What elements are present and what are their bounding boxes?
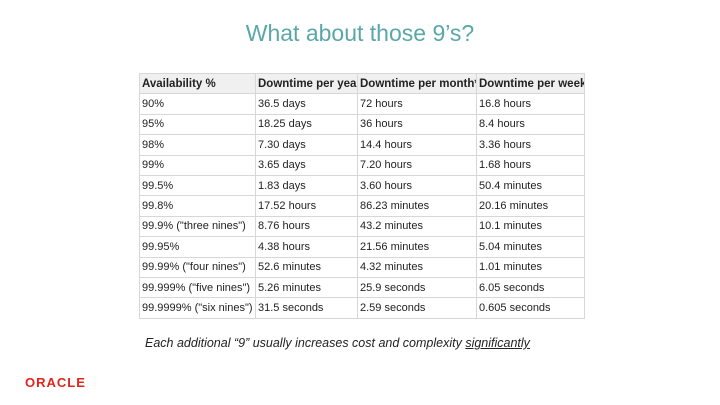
slide-title: What about those 9’s? <box>245 20 475 46</box>
table-cell: 43.2 minutes <box>357 215 477 238</box>
table-row: 99.9999% ("six nines") 31.5 seconds 2.59… <box>139 297 585 319</box>
table-cell: 98% <box>139 134 256 156</box>
table-cell: 99.5% <box>139 174 256 197</box>
table-cell: 8.4 hours <box>476 113 585 136</box>
table-cell: 7.20 hours <box>357 154 477 176</box>
column-header-downtime-year: Downtime per year <box>255 72 358 95</box>
table-row: 99.95% 4.38 hours 21.56 minutes 5.04 min… <box>139 236 585 258</box>
table-row: 98% 7.30 days 14.4 hours 3.36 hours <box>139 134 585 156</box>
caption-emphasis: significantly <box>465 336 530 350</box>
table-cell: 6.05 seconds <box>476 276 585 299</box>
table-cell: 20.16 minutes <box>476 195 585 217</box>
table-cell: 99.999% ("five nines") <box>139 276 256 299</box>
table-cell: 3.60 hours <box>357 174 477 197</box>
table-cell: 3.36 hours <box>476 134 585 156</box>
table-row: 99.999% ("five nines") 5.26 minutes 25.9… <box>139 276 585 299</box>
table-row: 99% 3.65 days 7.20 hours 1.68 hours <box>139 154 585 176</box>
table-cell: 1.01 minutes <box>476 256 585 278</box>
table-cell: 8.76 hours <box>255 215 358 238</box>
table-row: 90% 36.5 days 72 hours 16.8 hours <box>139 93 585 115</box>
table-cell: 7.30 days <box>255 134 358 156</box>
table-cell: 21.56 minutes <box>357 236 477 258</box>
table-cell: 14.4 hours <box>357 134 477 156</box>
table-cell: 5.04 minutes <box>476 236 585 258</box>
table-cell: 25.9 seconds <box>357 276 477 299</box>
availability-table: Availability % Downtime per year Downtim… <box>139 72 585 319</box>
table-cell: 1.83 days <box>255 174 358 197</box>
table-cell: 16.8 hours <box>476 93 585 115</box>
table-cell: 17.52 hours <box>255 195 358 217</box>
column-header-downtime-month: Downtime per month* <box>357 72 477 95</box>
table-cell: 99.8% <box>139 195 256 217</box>
table-cell: 5.26 minutes <box>255 276 358 299</box>
oracle-logo: ORACLE <box>25 375 86 390</box>
table-cell: 2.59 seconds <box>357 297 477 319</box>
table-cell: 90% <box>139 93 256 115</box>
caption-text: Each additional “9” usually increases co… <box>145 336 466 350</box>
table-cell: 18.25 days <box>255 113 358 136</box>
table-header-row: Availability % Downtime per year Downtim… <box>139 72 585 95</box>
table-cell: 36 hours <box>357 113 477 136</box>
table-row: 99.99% ("four nines") 52.6 minutes 4.32 … <box>139 256 585 278</box>
table-cell: 36.5 days <box>255 93 358 115</box>
availability-table-container: Availability % Downtime per year Downtim… <box>139 72 585 319</box>
table-cell: 52.6 minutes <box>255 256 358 278</box>
table-row: 99.5% 1.83 days 3.60 hours 50.4 minutes <box>139 174 585 197</box>
table-cell: 3.65 days <box>255 154 358 176</box>
table-cell: 1.68 hours <box>476 154 585 176</box>
table-row: 99.9% ("three nines") 8.76 hours 43.2 mi… <box>139 215 585 238</box>
table-row: 99.8% 17.52 hours 86.23 minutes 20.16 mi… <box>139 195 585 217</box>
column-header-availability: Availability % <box>139 72 256 95</box>
table-cell: 99% <box>139 154 256 176</box>
table-cell: 99.99% ("four nines") <box>139 256 256 278</box>
table-cell: 99.9% ("three nines") <box>139 215 256 238</box>
column-header-downtime-week: Downtime per week <box>476 72 585 95</box>
table-cell: 4.32 minutes <box>357 256 477 278</box>
table-cell: 10.1 minutes <box>476 215 585 238</box>
slide-caption: Each additional “9” usually increases co… <box>145 336 530 350</box>
table-cell: 31.5 seconds <box>255 297 358 319</box>
table-cell: 86.23 minutes <box>357 195 477 217</box>
table-row: 95% 18.25 days 36 hours 8.4 hours <box>139 113 585 136</box>
table-cell: 99.95% <box>139 236 256 258</box>
table-cell: 99.9999% ("six nines") <box>139 297 256 319</box>
table-cell: 4.38 hours <box>255 236 358 258</box>
table-cell: 95% <box>139 113 256 136</box>
table-cell: 50.4 minutes <box>476 174 585 197</box>
table-cell: 72 hours <box>357 93 477 115</box>
table-cell: 0.605 seconds <box>476 297 585 319</box>
